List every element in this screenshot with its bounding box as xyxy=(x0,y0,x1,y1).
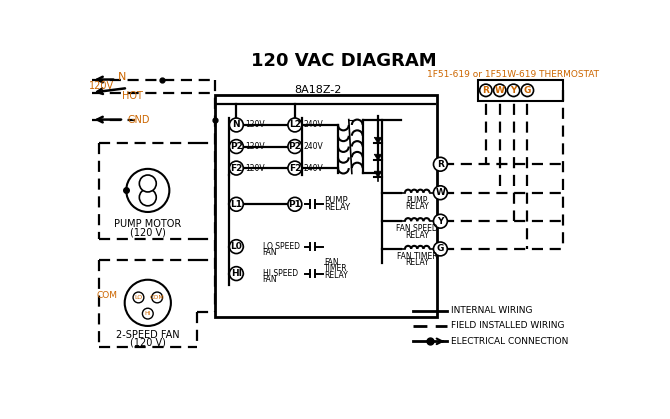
Text: P2: P2 xyxy=(230,142,243,151)
Text: FAN: FAN xyxy=(324,258,339,267)
Text: F2: F2 xyxy=(230,163,243,173)
Text: G: G xyxy=(437,244,444,253)
Text: F2: F2 xyxy=(289,163,301,173)
Text: 240V: 240V xyxy=(304,121,323,129)
Text: HI: HI xyxy=(231,269,242,278)
Bar xyxy=(478,80,563,101)
Text: RELAY: RELAY xyxy=(324,203,350,212)
Text: TIMER: TIMER xyxy=(324,264,348,274)
Text: R: R xyxy=(482,86,489,95)
Circle shape xyxy=(480,84,492,96)
Circle shape xyxy=(229,118,243,132)
Text: W: W xyxy=(494,86,505,95)
Text: FIELD INSTALLED WIRING: FIELD INSTALLED WIRING xyxy=(451,321,565,331)
Text: FAN: FAN xyxy=(263,248,277,257)
Text: 2-SPEED FAN: 2-SPEED FAN xyxy=(116,330,180,340)
Circle shape xyxy=(494,84,506,96)
Circle shape xyxy=(521,84,533,96)
Bar xyxy=(215,95,437,317)
Text: 120V: 120V xyxy=(89,81,115,91)
Polygon shape xyxy=(374,154,382,160)
Text: L1: L1 xyxy=(230,200,243,209)
Text: 240V: 240V xyxy=(304,163,323,173)
Circle shape xyxy=(433,186,448,200)
Text: ELECTRICAL CONNECTION: ELECTRICAL CONNECTION xyxy=(451,337,569,346)
Circle shape xyxy=(288,197,302,211)
Circle shape xyxy=(133,292,144,303)
Text: HI SPEED: HI SPEED xyxy=(263,269,297,278)
Text: PUMP: PUMP xyxy=(407,196,428,205)
Text: HOT: HOT xyxy=(123,91,143,101)
Text: COM: COM xyxy=(150,295,165,300)
Text: L2: L2 xyxy=(289,121,301,129)
Text: HI: HI xyxy=(145,311,151,316)
Text: N: N xyxy=(118,72,126,82)
Text: PUMP: PUMP xyxy=(324,196,348,205)
Circle shape xyxy=(139,175,156,192)
Text: 120 VAC DIAGRAM: 120 VAC DIAGRAM xyxy=(251,52,436,70)
Text: W: W xyxy=(436,188,446,197)
Circle shape xyxy=(433,157,448,171)
Circle shape xyxy=(507,84,520,96)
Text: RELAY: RELAY xyxy=(405,258,429,267)
Circle shape xyxy=(229,197,243,211)
Text: 120V: 120V xyxy=(245,121,265,129)
Text: GND: GND xyxy=(128,114,150,124)
Text: FAN: FAN xyxy=(263,275,277,284)
Text: R: R xyxy=(437,160,444,169)
Text: (120 V): (120 V) xyxy=(130,227,165,237)
Text: P1: P1 xyxy=(288,200,302,209)
Circle shape xyxy=(288,118,302,132)
Text: L0: L0 xyxy=(230,242,243,251)
Circle shape xyxy=(125,280,171,326)
Circle shape xyxy=(229,140,243,153)
Text: RELAY: RELAY xyxy=(324,271,348,279)
Text: 120V: 120V xyxy=(245,163,265,173)
Circle shape xyxy=(126,169,170,212)
Circle shape xyxy=(143,308,153,319)
Text: Y: Y xyxy=(438,217,444,226)
Text: INTERNAL WIRING: INTERNAL WIRING xyxy=(451,306,533,315)
Text: 120V: 120V xyxy=(245,142,265,151)
Text: (120 V): (120 V) xyxy=(130,338,165,348)
Text: 240V: 240V xyxy=(304,142,323,151)
Text: COM: COM xyxy=(97,291,118,300)
Circle shape xyxy=(229,266,243,280)
Text: 8A18Z-2: 8A18Z-2 xyxy=(294,85,342,95)
Text: G: G xyxy=(524,86,531,95)
Circle shape xyxy=(288,161,302,175)
Polygon shape xyxy=(374,171,382,177)
Text: LO: LO xyxy=(134,295,143,300)
Text: N: N xyxy=(232,121,240,129)
Text: LO SPEED: LO SPEED xyxy=(263,242,299,251)
Text: RELAY: RELAY xyxy=(405,230,429,240)
Text: PUMP MOTOR: PUMP MOTOR xyxy=(114,219,182,228)
Text: FAN SPEED: FAN SPEED xyxy=(397,225,438,233)
Text: P2: P2 xyxy=(288,142,302,151)
Text: Y: Y xyxy=(511,86,517,95)
Circle shape xyxy=(433,214,448,228)
Circle shape xyxy=(151,292,163,303)
Text: 1F51-619 or 1F51W-619 THERMOSTAT: 1F51-619 or 1F51W-619 THERMOSTAT xyxy=(427,70,599,80)
Polygon shape xyxy=(374,137,382,143)
Text: FAN TIMER: FAN TIMER xyxy=(397,252,438,261)
Circle shape xyxy=(288,140,302,153)
Circle shape xyxy=(433,242,448,256)
Circle shape xyxy=(139,189,156,206)
Text: RELAY: RELAY xyxy=(405,202,429,211)
Circle shape xyxy=(229,240,243,253)
Circle shape xyxy=(229,161,243,175)
